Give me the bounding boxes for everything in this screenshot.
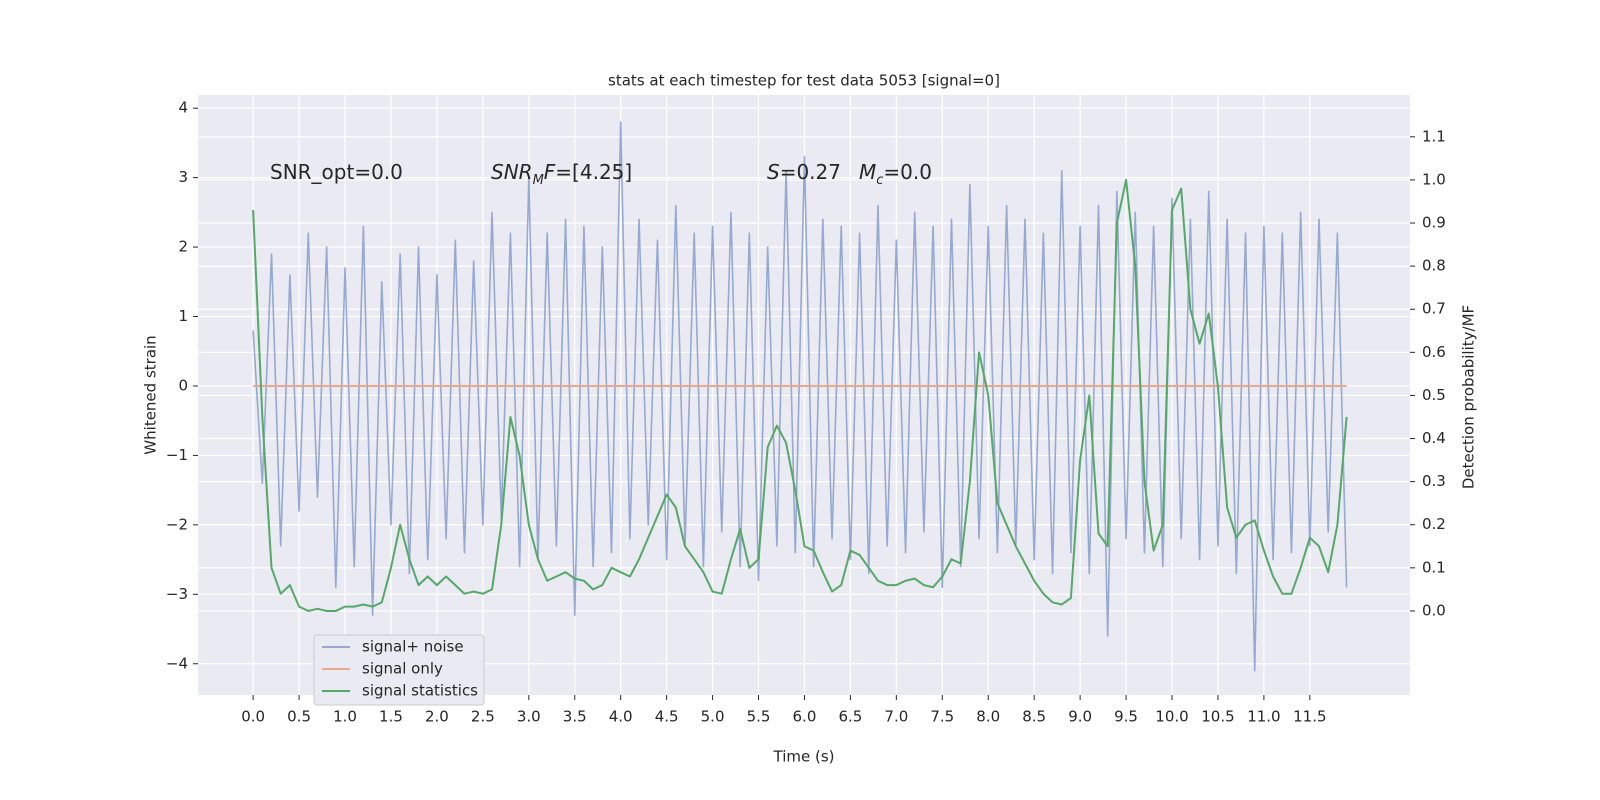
- y2-tick-label: 0.2: [1422, 515, 1446, 533]
- y-axis-label: Whitened strain: [142, 335, 160, 454]
- annotation-part: SNR_opt=0.0: [270, 160, 403, 184]
- annotation: S=0.27: [767, 160, 841, 184]
- y2-tick-label: 0.1: [1422, 558, 1446, 576]
- annotation-part: SNR: [491, 160, 533, 184]
- y2-tick-label: 0.8: [1422, 257, 1446, 275]
- chart-title: stats at each timestep for test data 505…: [608, 72, 1000, 90]
- legend-label: signal only: [362, 660, 443, 678]
- x-tick-label: 1.5: [379, 708, 403, 726]
- x-tick-label: 5.5: [747, 708, 771, 726]
- y-tick-label: 2: [178, 238, 188, 256]
- annotation-part: =0.0: [883, 160, 932, 184]
- legend-label: signal statistics: [362, 682, 478, 700]
- legend-label: signal+ noise: [362, 638, 464, 656]
- y2-tick-label: 0.6: [1422, 343, 1446, 361]
- legend-box: [313, 634, 485, 706]
- annotation: Mc=0.0: [859, 160, 932, 189]
- x-tick-label: 10.0: [1155, 708, 1188, 726]
- x-tick-label: 4.5: [655, 708, 679, 726]
- annotation-part: M: [533, 173, 544, 188]
- y-tick-label: −2: [166, 515, 188, 533]
- x-tick-label: 6.5: [838, 708, 862, 726]
- x-axis-label: Time (s): [773, 748, 835, 766]
- y2-tick-label: 0.3: [1422, 472, 1446, 490]
- x-tick-label: 0.0: [241, 708, 265, 726]
- y2-tick-label: 0.4: [1422, 429, 1446, 447]
- annotation-part: =[4.25]: [555, 160, 632, 184]
- x-tick-label: 7.0: [884, 708, 908, 726]
- y-tick-label: 4: [178, 99, 188, 117]
- x-tick-label: 10.5: [1201, 708, 1234, 726]
- annotation-part: =0.27: [780, 160, 841, 184]
- y2-tick-label: 0.5: [1422, 386, 1446, 404]
- y-tick-label: −3: [166, 585, 188, 603]
- y-tick-label: −1: [166, 446, 188, 464]
- y2-tick-label: 0.9: [1422, 214, 1446, 232]
- x-tick-label: 8.5: [1022, 708, 1046, 726]
- y-tick-label: 3: [178, 168, 188, 186]
- grid: [198, 95, 1410, 695]
- annotation-part: F: [544, 160, 556, 184]
- annotation-part: S: [767, 160, 780, 184]
- y2-tick-label: 1.1: [1422, 127, 1446, 145]
- x-tick-label: 3.5: [563, 708, 587, 726]
- x-tick-label: 9.5: [1114, 708, 1138, 726]
- x-tick-label: 8.0: [976, 708, 1000, 726]
- x-tick-label: 9.0: [1068, 708, 1092, 726]
- y-tick-label: 1: [178, 307, 188, 325]
- x-tick-label: 4.0: [609, 708, 633, 726]
- x-tick-label: 2.5: [471, 708, 495, 726]
- x-tick-label: 5.0: [701, 708, 725, 726]
- annotation: SNRMF=[4.25]: [491, 160, 632, 189]
- x-tick-label: 11.5: [1293, 708, 1326, 726]
- y2-tick-label: 0.0: [1422, 601, 1446, 619]
- series-line: [252, 178, 1348, 612]
- annotation-part: c: [876, 173, 883, 188]
- x-tick-label: 2.0: [425, 708, 449, 726]
- y-tick-label: −4: [166, 654, 188, 672]
- legend: signal+ noise signal only signal statistic…: [313, 634, 485, 706]
- y2-tick-label: 1.0: [1422, 170, 1446, 188]
- x-tick-label: 11.0: [1247, 708, 1280, 726]
- x-tick-label: 6.0: [793, 708, 817, 726]
- annotation: SNR_opt=0.0: [270, 160, 403, 184]
- y-tick-label: 0: [178, 376, 188, 394]
- x-tick-label: 1.0: [333, 708, 357, 726]
- annotation-part: M: [859, 160, 876, 184]
- x-tick-label: 3.0: [517, 708, 541, 726]
- x-tick-label: 0.5: [287, 708, 311, 726]
- y2-axis-label: Detection probability/MF: [1460, 305, 1478, 489]
- x-tick-label: 7.5: [930, 708, 954, 726]
- y2-tick-label: 0.7: [1422, 300, 1446, 318]
